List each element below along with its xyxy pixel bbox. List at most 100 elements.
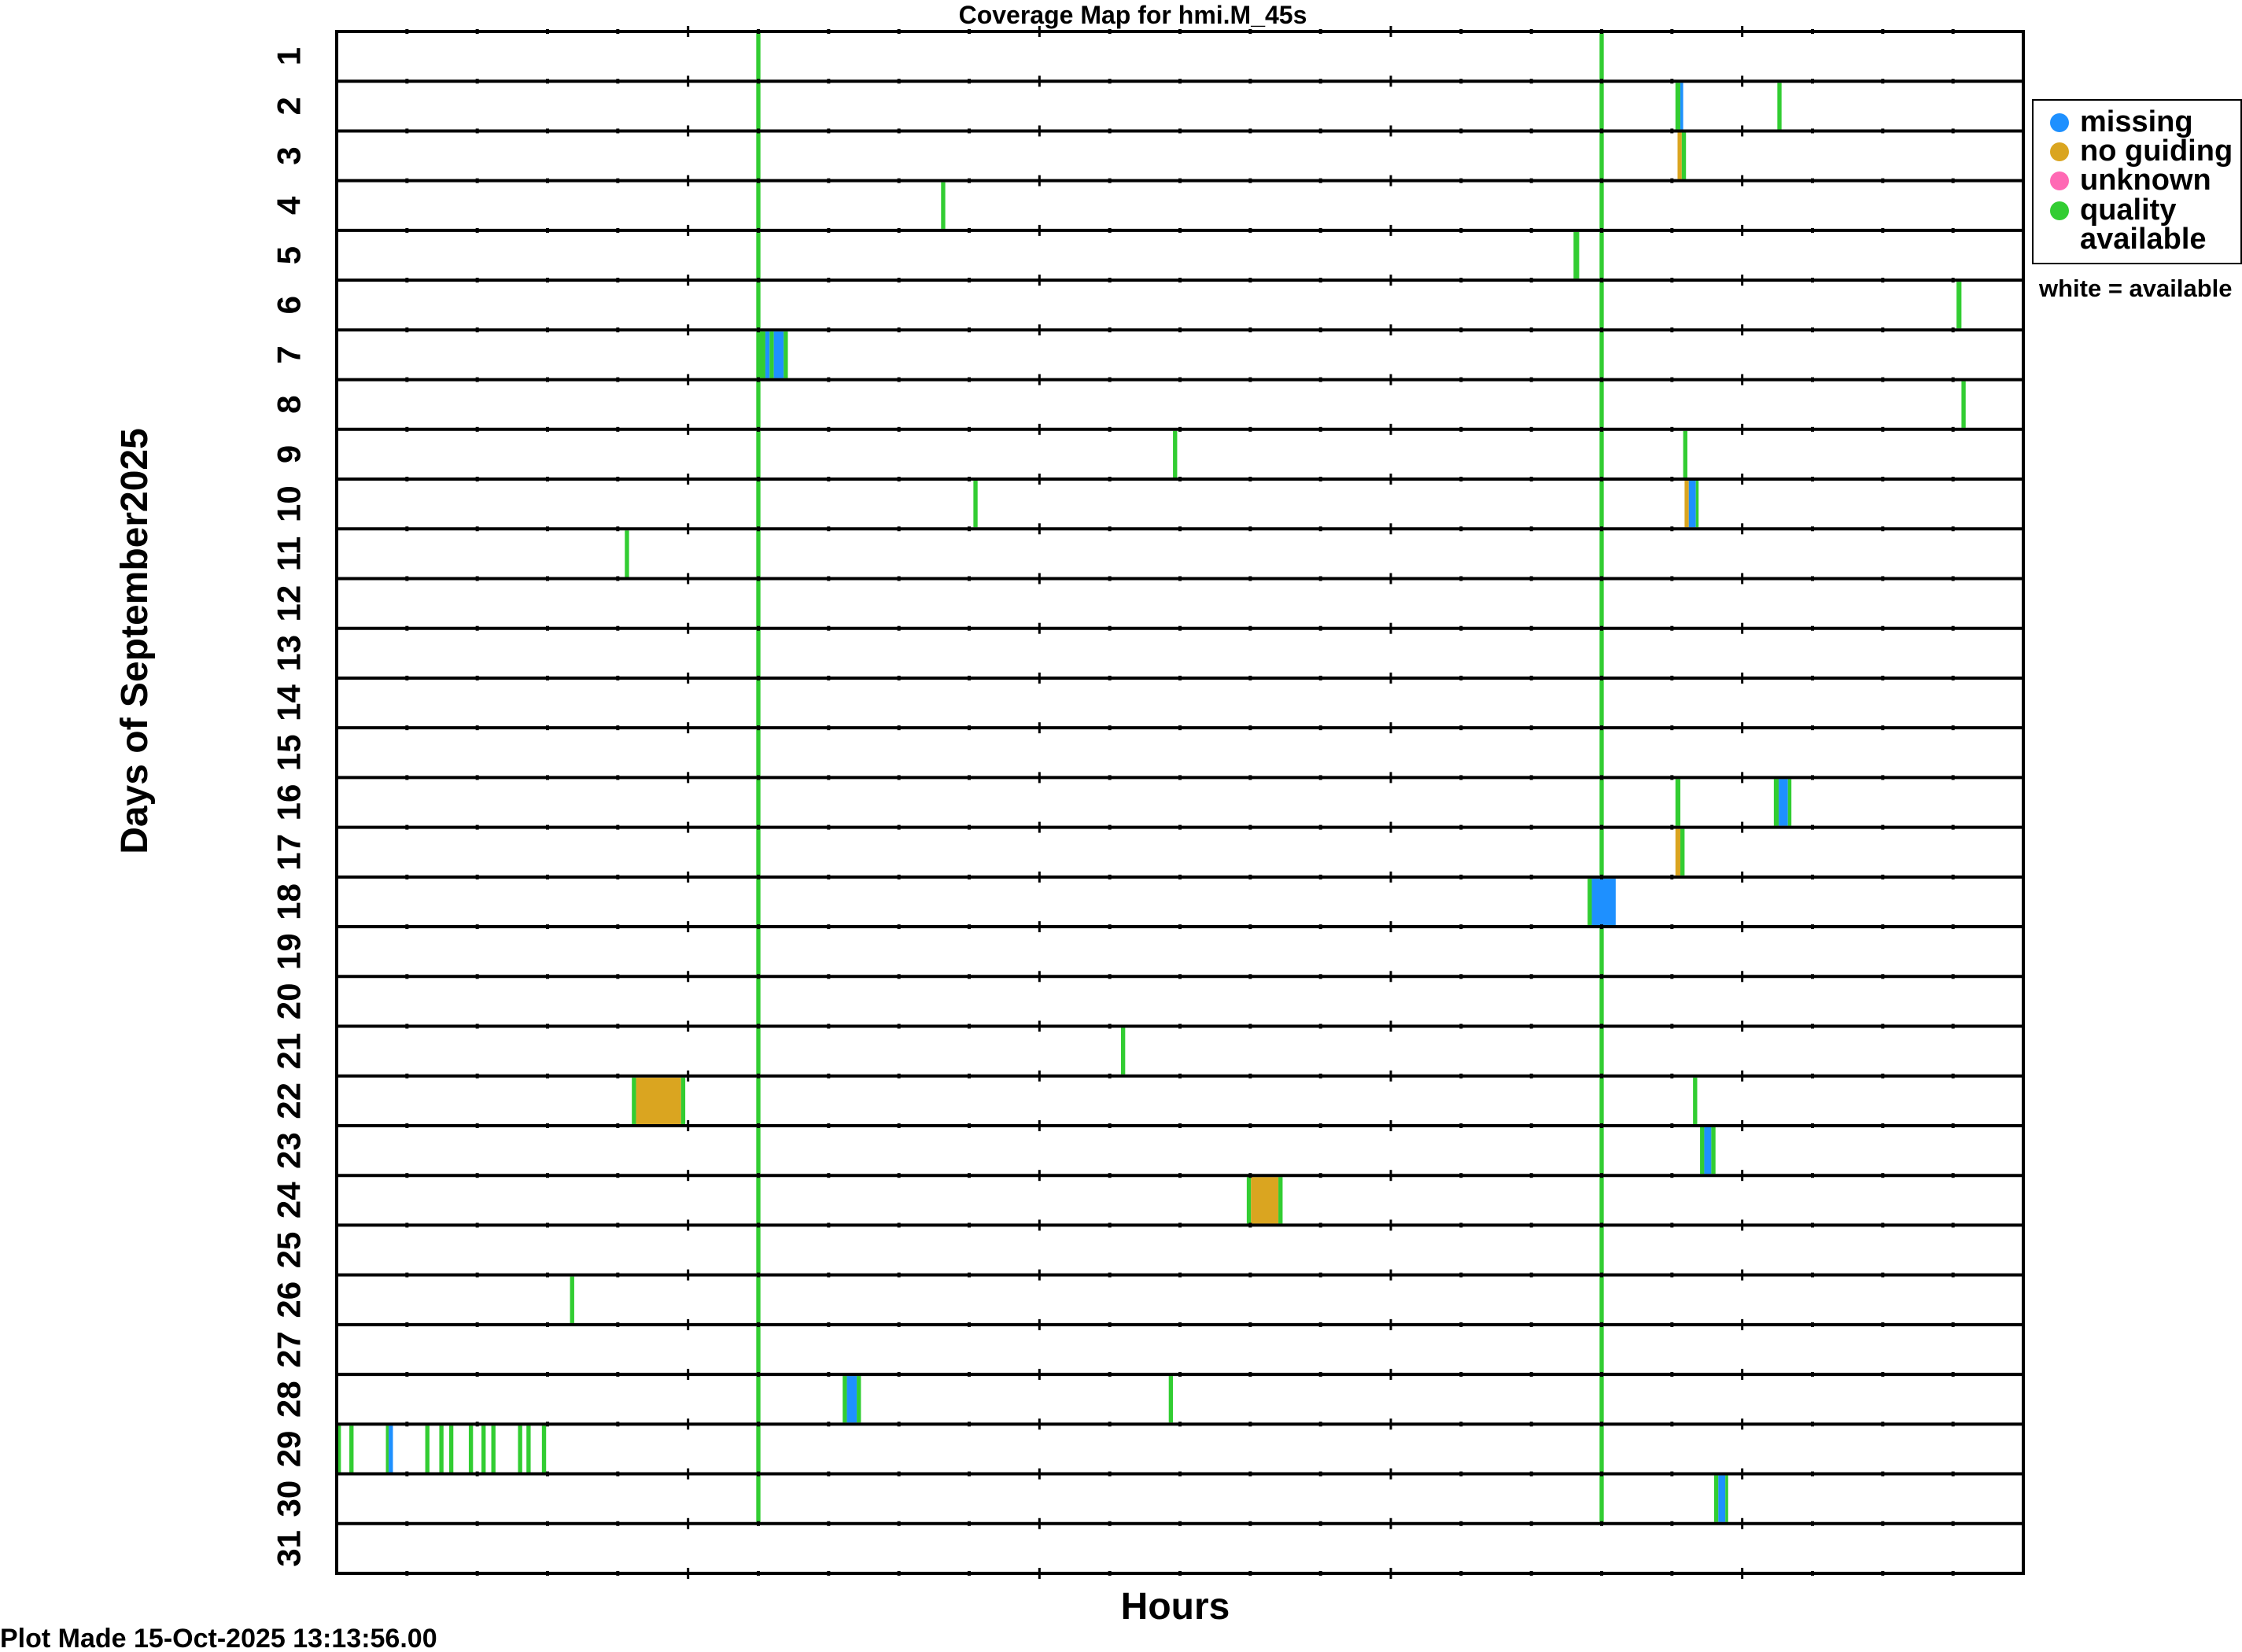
plot-made-footer: Plot Made 15-Oct-2025 13:13:56.00	[0, 1624, 437, 1652]
cell-quality-day-5	[1573, 231, 1580, 279]
day-label-31: 31	[271, 1530, 308, 1567]
cell-quality-day-6	[1599, 282, 1604, 329]
cell-quality-day-1	[756, 33, 761, 80]
cell-quality-day-26	[1599, 1276, 1604, 1323]
day-label-17: 17	[271, 834, 308, 871]
cell-quality-day-25	[756, 1226, 761, 1274]
cell-quality-day-6	[756, 282, 761, 329]
cell-quality-day-29	[481, 1425, 486, 1473]
cell-quality-day-29	[491, 1425, 496, 1473]
cell-quality-day-5	[756, 231, 761, 279]
cell-quality-day-5	[1599, 231, 1604, 279]
cell-quality-day-2	[1599, 83, 1604, 130]
day-label-23: 23	[271, 1132, 308, 1169]
cell-quality-day-21	[756, 1027, 761, 1075]
cell-quality-day-11	[1599, 530, 1604, 577]
cell-quality-day-19	[1599, 928, 1604, 975]
cell-quality-day-1	[1599, 33, 1604, 80]
cell-quality-day-16	[756, 779, 761, 826]
cell-quality-day-29	[385, 1425, 389, 1473]
cell-quality-day-18	[1587, 878, 1592, 926]
cell-quality-day-8	[1599, 381, 1604, 428]
cell-no-guiding-day-17	[1675, 828, 1681, 876]
coverage-cells	[337, 33, 1966, 1522]
cell-quality-day-30	[1599, 1475, 1604, 1522]
day-label-4: 4	[271, 196, 308, 215]
cell-quality-day-2	[756, 83, 761, 130]
day-label-20: 20	[271, 983, 308, 1020]
cell-quality-day-3	[1681, 132, 1687, 179]
day-label-26: 26	[271, 1281, 308, 1318]
day-label-18: 18	[271, 883, 308, 920]
cell-quality-day-6	[1956, 282, 1962, 329]
cell-quality-day-28	[857, 1376, 861, 1423]
cell-quality-day-22	[632, 1077, 636, 1124]
legend-label-quality-line2: available	[2080, 223, 2207, 256]
cell-quality-day-4	[1599, 182, 1604, 229]
day-label-1: 1	[271, 47, 308, 65]
day-label-16: 16	[271, 784, 308, 821]
cell-quality-day-23	[1711, 1127, 1716, 1174]
cell-quality-day-22	[1599, 1077, 1604, 1124]
cell-quality-day-20	[756, 978, 761, 1025]
cell-quality-day-7	[756, 331, 761, 378]
cell-quality-day-10	[1695, 481, 1699, 528]
day-label-12: 12	[271, 585, 308, 622]
cell-quality-day-29	[337, 1425, 341, 1473]
cell-quality-day-2	[1777, 83, 1782, 130]
cell-quality-day-7	[769, 331, 774, 378]
cell-quality-day-27	[1599, 1326, 1604, 1374]
day-label-15: 15	[271, 734, 308, 771]
legend-label-no-guiding: no guiding	[2080, 135, 2233, 168]
cell-missing-day-16	[1779, 779, 1788, 826]
cell-quality-day-21	[1599, 1027, 1604, 1075]
day-label-7: 7	[271, 345, 308, 363]
cell-quality-day-4	[756, 182, 761, 229]
cell-quality-day-9	[1683, 430, 1687, 478]
legend-marker-no-guiding	[2050, 142, 2069, 161]
cell-quality-day-20	[1599, 978, 1604, 1025]
cell-quality-day-22	[1693, 1077, 1698, 1124]
day-label-14: 14	[271, 684, 308, 721]
hour-ticks	[405, 26, 1955, 1579]
cell-quality-day-9	[1173, 430, 1178, 478]
legend-marker-missing	[2050, 113, 2069, 132]
cell-quality-day-19	[756, 928, 761, 975]
cell-quality-day-18	[756, 878, 761, 926]
cell-quality-day-16	[1675, 779, 1681, 826]
day-label-22: 22	[271, 1082, 308, 1119]
cell-quality-day-17	[1680, 828, 1685, 876]
cell-quality-day-11	[625, 530, 629, 577]
cell-quality-day-7	[759, 331, 765, 378]
day-label-28: 28	[271, 1381, 308, 1418]
cell-missing-day-18	[1591, 878, 1616, 926]
cell-quality-day-29	[468, 1425, 474, 1473]
cell-quality-day-9	[1599, 430, 1604, 478]
cell-quality-day-22	[680, 1077, 686, 1124]
cell-quality-day-23	[1599, 1127, 1604, 1174]
cell-quality-day-12	[1599, 580, 1604, 627]
cell-quality-day-27	[756, 1326, 761, 1374]
cell-quality-day-24	[1246, 1177, 1252, 1224]
cell-quality-day-29	[526, 1425, 531, 1473]
cell-quality-day-14	[756, 679, 761, 727]
cell-quality-day-21	[1120, 1027, 1126, 1075]
legend-label-quality: quality	[2080, 194, 2176, 227]
day-label-27: 27	[271, 1331, 308, 1368]
cell-quality-day-9	[756, 430, 761, 478]
cell-missing-day-23	[1704, 1127, 1712, 1174]
x-axis-label: Hours	[1121, 1586, 1230, 1628]
cell-quality-day-23	[1700, 1127, 1705, 1174]
legend-marker-quality	[2050, 201, 2069, 220]
cell-quality-day-24	[1278, 1177, 1283, 1224]
cell-quality-day-23	[756, 1127, 761, 1174]
cell-quality-day-10	[756, 481, 761, 528]
cell-quality-day-29	[518, 1425, 522, 1473]
cell-quality-day-26	[756, 1276, 761, 1323]
cell-no-guiding-day-10	[1684, 481, 1689, 528]
cell-quality-day-7	[784, 331, 788, 378]
cell-quality-day-29	[425, 1425, 430, 1473]
day-label-8: 8	[271, 396, 308, 414]
cell-quality-day-28	[1599, 1376, 1604, 1423]
